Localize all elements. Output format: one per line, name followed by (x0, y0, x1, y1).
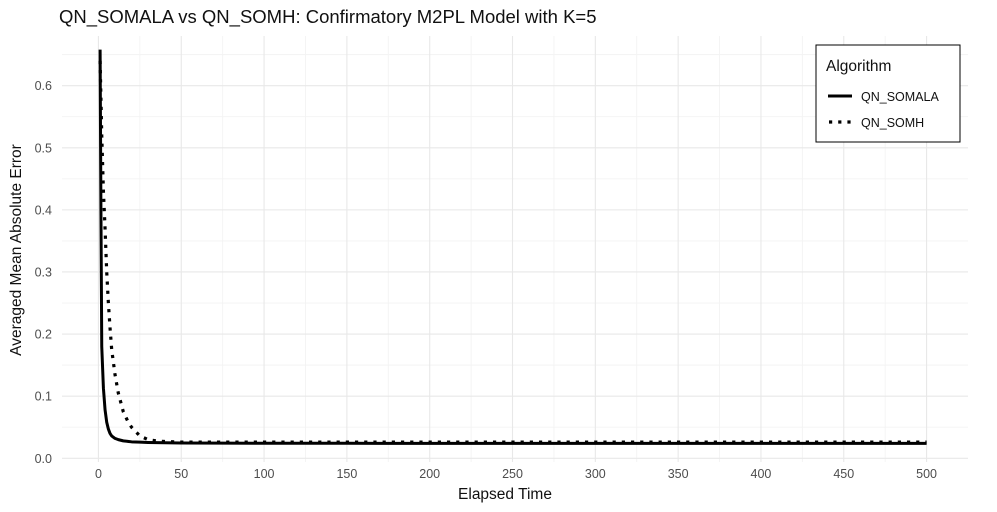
x-tick-label: 400 (751, 467, 772, 481)
x-tick-label: 150 (336, 467, 357, 481)
x-tick-label: 200 (419, 467, 440, 481)
legend-title: Algorithm (826, 58, 891, 75)
legend-label-qn-somala: QN_SOMALA (861, 90, 939, 104)
series-layer (98, 49, 927, 445)
x-tick-label: 300 (585, 467, 606, 481)
y-tick-label: 0.5 (35, 141, 52, 155)
chart-title: QN_SOMALA vs QN_SOMH: Confirmatory M2PL … (59, 6, 597, 27)
legend: Algorithm QN_SOMALA QN_SOMH (815, 44, 961, 143)
y-tick-label: 0.1 (35, 390, 52, 404)
y-tick-label: 0.4 (35, 203, 52, 217)
x-tick-label: 500 (916, 467, 937, 481)
x-tick-label: 50 (174, 467, 188, 481)
x-tick-label: 450 (833, 467, 854, 481)
axis-layer: 0 50 100 150 200 250 300 350 400 450 500 0.0 0.1 0.2 0… (35, 79, 937, 481)
x-tick-label: 100 (254, 467, 275, 481)
y-tick-label: 0.3 (35, 265, 52, 279)
x-tick-label: 0 (95, 467, 102, 481)
legend-label-qn-somh: QN_SOMH (861, 116, 924, 130)
y-tick-label: 0.0 (35, 452, 52, 466)
y-tick-label: 0.2 (35, 328, 52, 342)
legend-box (815, 44, 961, 143)
x-tick-label: 350 (668, 467, 689, 481)
series-line-qn-somh (98, 60, 927, 444)
x-axis-label: Elapsed Time (458, 486, 552, 503)
y-tick-label: 0.6 (35, 79, 52, 93)
x-tick-label: 250 (502, 467, 523, 481)
y-axis-label: Averaged Mean Absolute Error (8, 144, 25, 356)
